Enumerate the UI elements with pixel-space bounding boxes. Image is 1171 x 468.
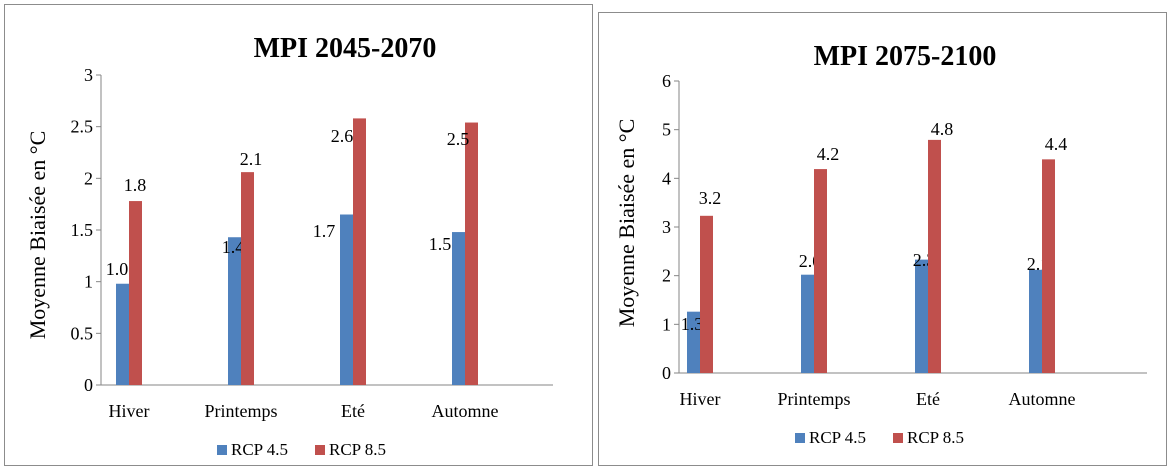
bar-rcp45 [228, 237, 241, 385]
data-label: 1.7 [313, 221, 336, 241]
data-label: 1.0 [106, 259, 129, 279]
bar-rcp45 [687, 311, 700, 373]
legend-swatch-rcp45 [795, 433, 805, 443]
bar-rcp85 [353, 118, 366, 386]
y-tick-label: 3 [84, 65, 93, 85]
x-category-label: Automne [1009, 389, 1076, 409]
x-category-label: Printemps [777, 389, 850, 409]
legend-label: RCP 4.5 [809, 428, 866, 447]
data-label: 2.1 [240, 149, 263, 169]
legend-swatch-rcp85 [315, 445, 325, 455]
legend-label: RCP 8.5 [907, 428, 964, 447]
bar-rcp45 [452, 232, 465, 385]
legend-swatch-rcp85 [893, 433, 903, 443]
y-tick-label: 1 [662, 314, 671, 334]
legend-label: RCP 4.5 [231, 440, 288, 459]
bar-rcp85 [465, 122, 478, 386]
bar-rcp85 [241, 172, 254, 385]
data-label: 3.2 [699, 188, 722, 208]
y-tick-label: 2 [662, 266, 671, 286]
y-tick-label: 5 [662, 120, 671, 140]
bar-rcp85 [129, 201, 142, 385]
data-label: 2.5 [447, 129, 470, 149]
chart-mpi-2075-2100: MPI 2075-2100 Moyenne Biaisée en °C 0 1 2 3… [614, 41, 1147, 447]
bar-rcp85 [814, 169, 827, 373]
y-tick-label: 6 [662, 71, 671, 91]
chart-title: MPI 2075-2100 [814, 41, 997, 72]
data-label: 1.4 [222, 237, 245, 257]
x-category-label: Hiver [680, 389, 721, 409]
data-label: 4.4 [1045, 134, 1068, 154]
y-tick-label: 4 [662, 168, 671, 188]
data-label: 2.6 [331, 126, 354, 146]
y-tick-label: 3 [662, 217, 671, 237]
y-tick-label: 1 [84, 272, 93, 292]
y-tick-label: 0 [84, 375, 93, 395]
y-axis-label: Moyenne Biaisée en °C [25, 131, 50, 340]
bar-rcp85 [928, 139, 941, 373]
bar-rcp45 [801, 274, 814, 373]
chart-mpi-2045-2070: MPI 2045-2070 Moyenne Biaisée en °C 0 0.5… [25, 33, 553, 459]
bar-rcp45 [116, 283, 129, 385]
bar-rcp45 [340, 214, 353, 385]
x-category-label: Hiver [109, 401, 150, 421]
x-category-label: Automne [432, 401, 499, 421]
data-label: 1.3 [681, 314, 704, 334]
bar-rcp45 [915, 259, 928, 373]
chart-title: MPI 2045-2070 [254, 33, 437, 64]
y-tick-label: 0 [662, 363, 671, 383]
x-category-label: Printemps [204, 401, 277, 421]
data-label: 1.8 [124, 175, 147, 195]
bar-rcp45 [1029, 269, 1042, 373]
data-label: 4.8 [931, 119, 954, 139]
chart-panel-left: MPI 2045-2070 Moyenne Biaisée en °C 0 0.5… [4, 4, 593, 466]
data-label: 4.2 [817, 144, 840, 164]
data-label: 1.5 [429, 234, 452, 254]
y-tick-label: 2 [84, 168, 93, 188]
bar-rcp85 [700, 215, 713, 373]
y-tick-label: 1.5 [71, 220, 94, 240]
legend-label: RCP 8.5 [329, 440, 386, 459]
y-tick-label: 2.5 [71, 117, 94, 137]
y-tick-label: 0.5 [71, 323, 94, 343]
x-category-label: Eté [916, 389, 940, 409]
chart-panel-right: MPI 2075-2100 Moyenne Biaisée en °C 0 1 2 3… [598, 12, 1167, 466]
bar-rcp85 [1042, 159, 1055, 373]
x-category-label: Eté [341, 401, 365, 421]
y-axis-label: Moyenne Biaisée en °C [614, 119, 639, 328]
legend-swatch-rcp45 [217, 445, 227, 455]
